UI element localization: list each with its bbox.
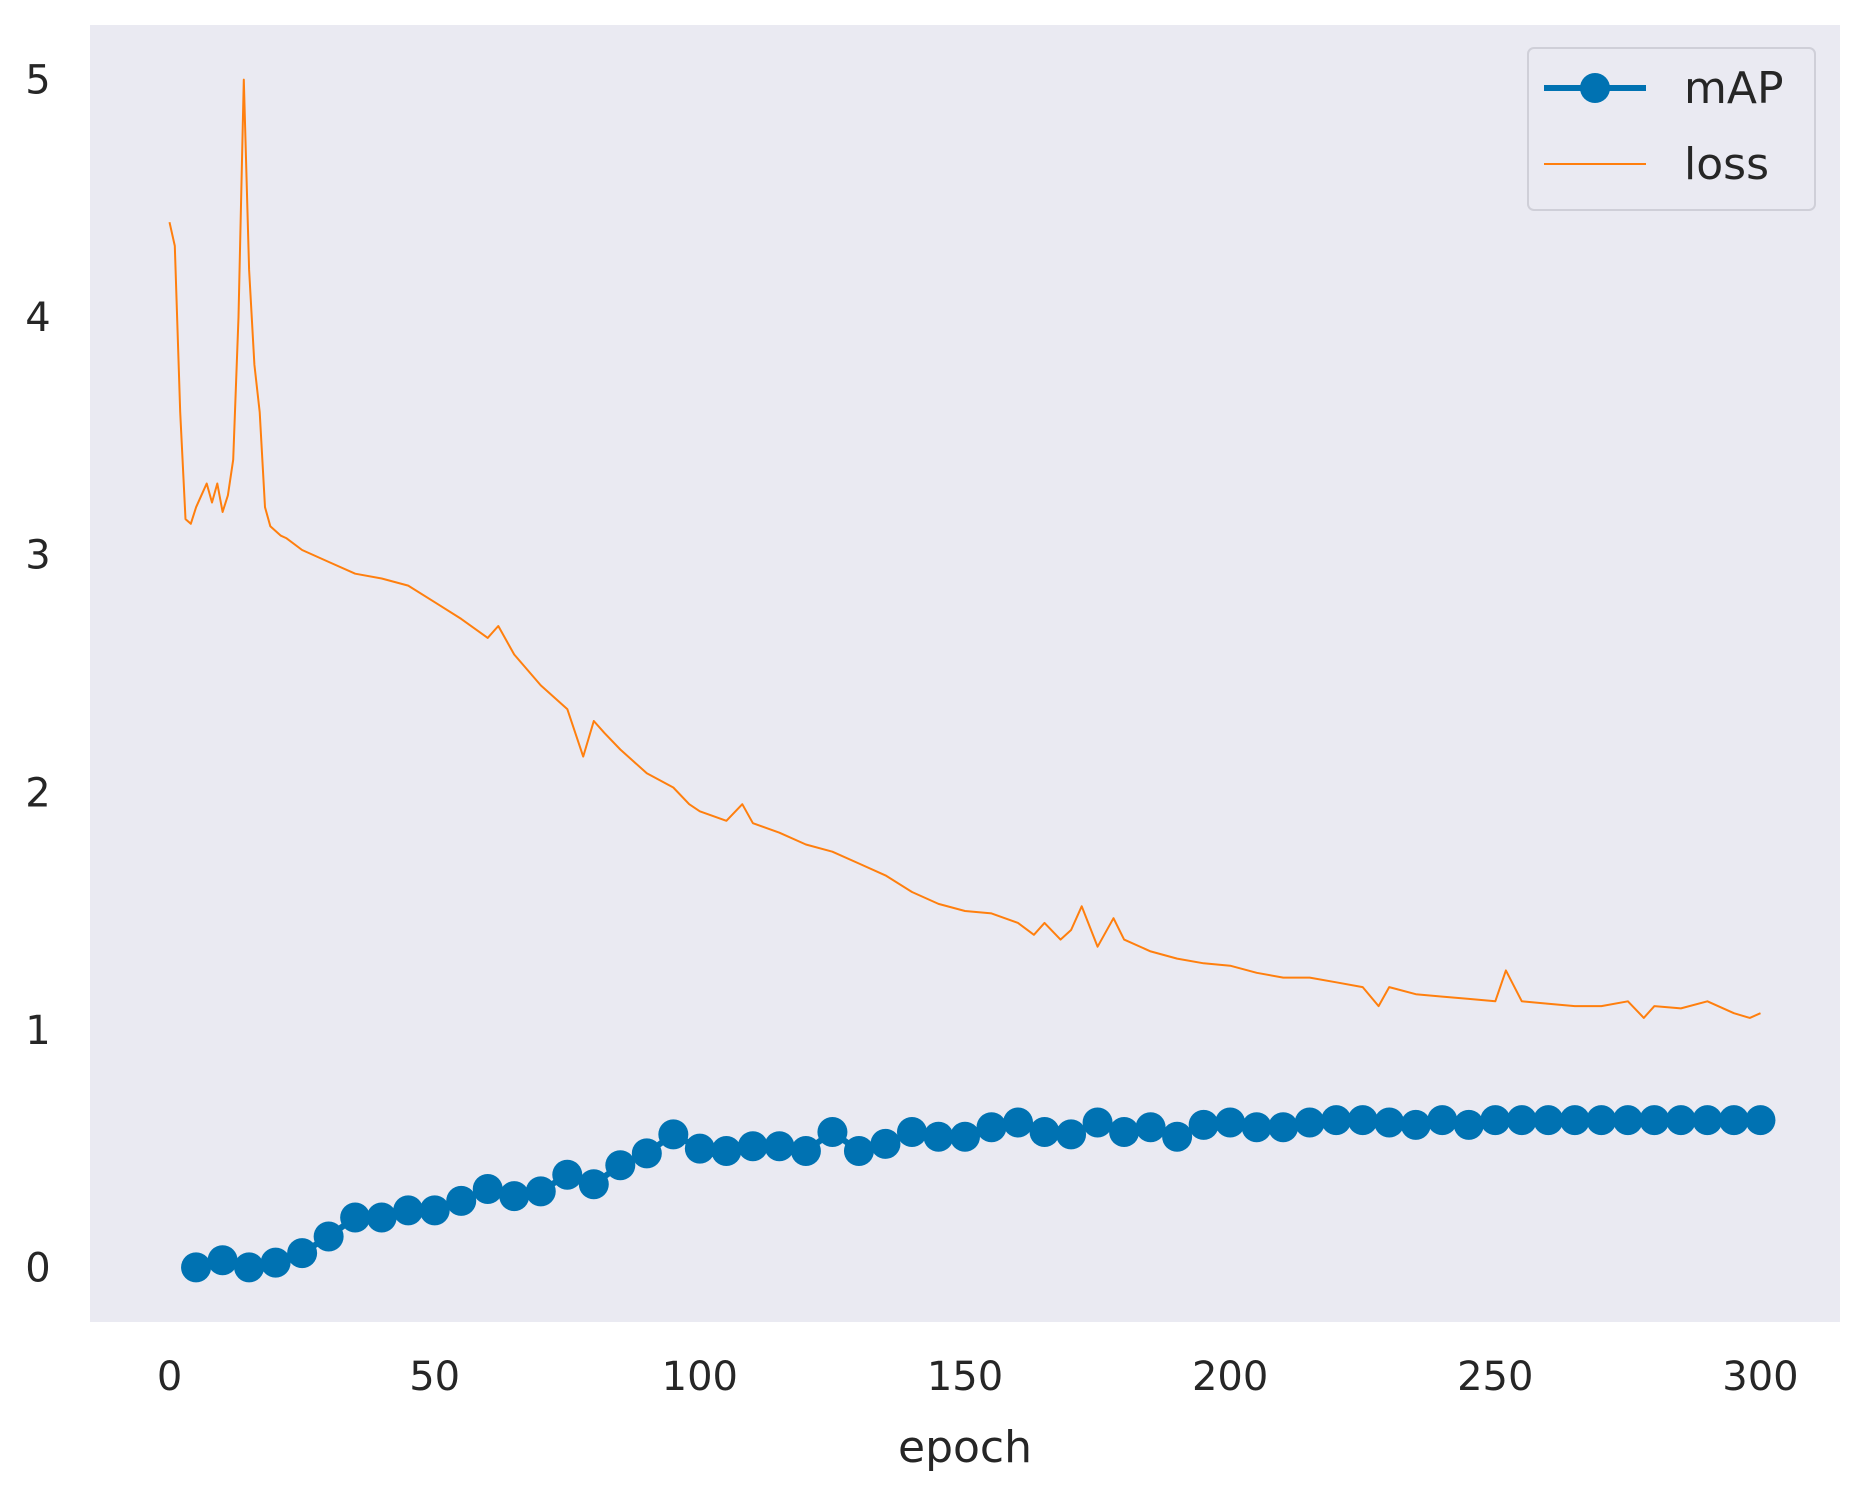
map-point [234,1252,265,1283]
map-point [1639,1105,1670,1136]
map-point [1453,1109,1484,1140]
map-point [1215,1107,1246,1138]
map-point [950,1121,980,1152]
map-point [1321,1105,1352,1136]
y-tick-label: 5 [25,58,50,104]
y-axis-ticks: 0 1 2 3 4 5 [25,58,50,1292]
map-point [419,1195,450,1226]
legend-map-label: mAP [1684,63,1784,114]
map-point [1029,1116,1060,1147]
map-point [976,1112,1007,1143]
map-point [1718,1105,1749,1136]
map-point [1665,1105,1696,1136]
map-point [896,1116,927,1147]
map-point [658,1119,689,1150]
map-point [366,1202,397,1233]
map-point [764,1131,795,1162]
map-point [843,1135,874,1166]
map-point [393,1195,424,1226]
y-tick-label: 0 [25,1245,50,1291]
map-point [1400,1109,1431,1140]
y-tick-label: 4 [25,295,50,341]
map-point [684,1133,715,1164]
map-point [1003,1107,1034,1138]
x-tick-label: 250 [1457,1354,1533,1400]
series-layer [168,78,1776,1283]
map-point [552,1159,583,1190]
map-point [207,1245,238,1276]
map-point [1188,1109,1219,1140]
map-point [631,1138,662,1169]
x-tick-label: 300 [1722,1354,1798,1400]
map-point [181,1252,212,1283]
map-point [578,1169,609,1200]
map-point [313,1221,344,1252]
x-axis-label: epoch [898,1422,1032,1473]
map-point [711,1135,742,1166]
x-axis-ticks: 0 50 100 150 200 250 300 [157,1354,1799,1400]
map-point [1347,1105,1378,1136]
y-tick-label: 2 [25,770,50,816]
map-point [525,1176,556,1207]
map-point [1559,1105,1590,1136]
map-point [472,1173,503,1204]
x-tick-label: 0 [157,1354,182,1400]
y-tick-label: 3 [25,533,50,579]
legend-map-marker [1580,73,1610,103]
map-point [1533,1105,1564,1136]
x-tick-label: 150 [927,1354,1003,1400]
x-tick-label: 50 [409,1354,460,1400]
map-point [1241,1112,1272,1143]
legend-loss-label: loss [1684,139,1769,190]
y-tick-label: 1 [25,1008,50,1054]
map-point [1294,1107,1325,1138]
map-point [1109,1116,1140,1147]
map-point [260,1247,291,1278]
map-point [1056,1119,1087,1150]
loss-series-line [168,78,1761,1019]
map-point [1612,1105,1643,1136]
map-point [817,1116,848,1147]
map-point [1480,1105,1511,1136]
map-point [1692,1105,1723,1136]
map-point [1082,1107,1113,1138]
map-point [1162,1121,1193,1152]
map-point [1427,1105,1458,1136]
map-point [1586,1105,1617,1136]
map-point [287,1238,318,1269]
map-point [605,1150,636,1181]
map-point [1745,1105,1776,1136]
map-point [790,1135,821,1166]
map-point [1268,1112,1299,1143]
x-tick-label: 100 [662,1354,738,1400]
x-tick-label: 200 [1192,1354,1268,1400]
map-point [870,1128,901,1159]
map-point [446,1185,477,1216]
map-point [499,1181,530,1212]
legend: mAP loss [1527,47,1816,211]
map-point [1374,1107,1405,1138]
map-point [923,1121,954,1152]
map-point [1506,1105,1537,1136]
map-point [340,1202,371,1233]
map-point [1135,1112,1166,1143]
map-point [737,1131,768,1162]
